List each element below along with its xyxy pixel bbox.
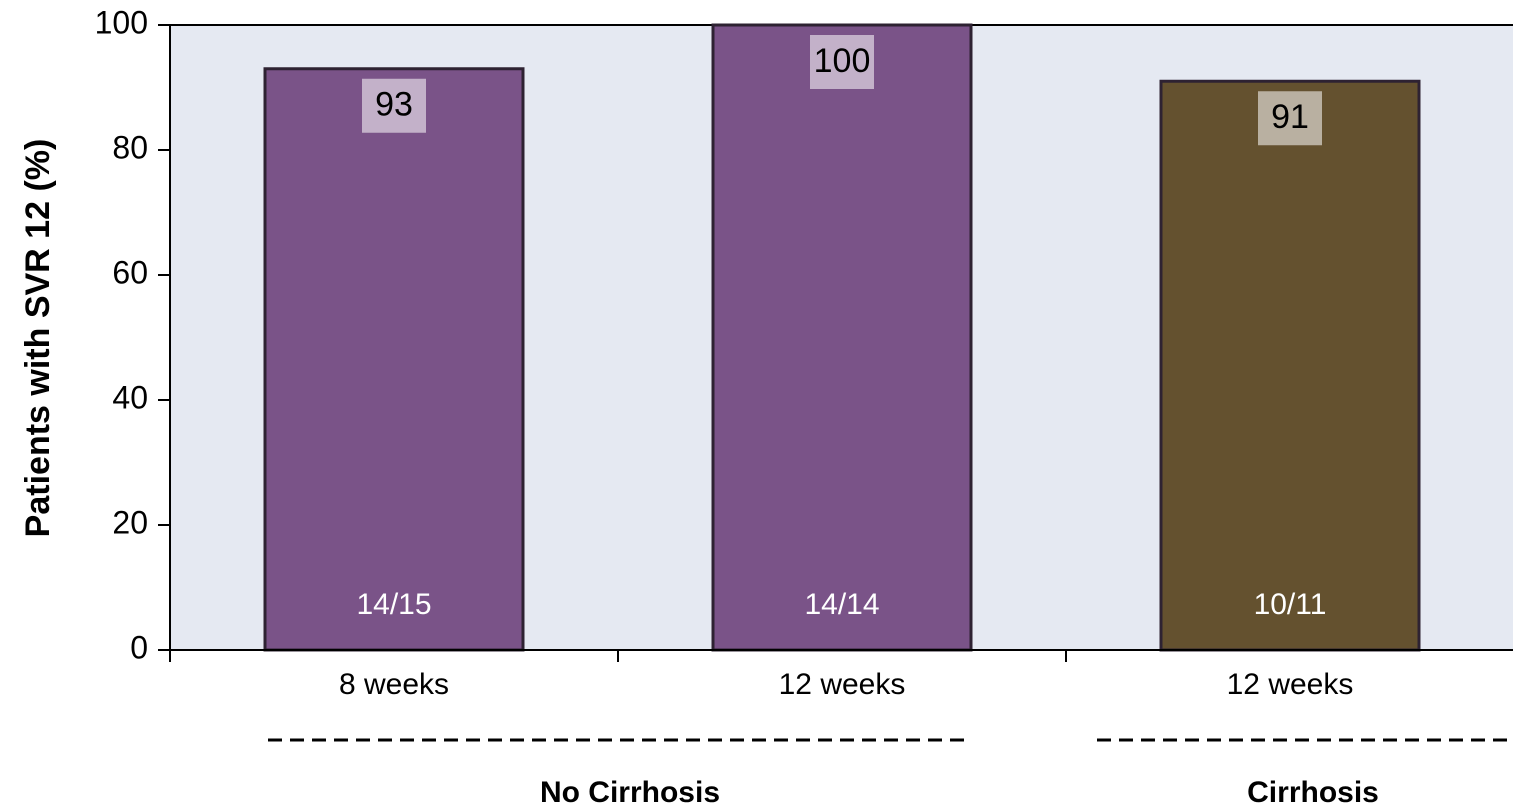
x-tick-label: 12 weeks [779, 668, 906, 701]
value-label-box [362, 78, 426, 133]
bar-annotation: 10/11 [1254, 588, 1327, 621]
y-tick-label: 80 [112, 129, 148, 165]
value-label-box [1258, 91, 1322, 146]
group-label: Cirrhosis [1247, 776, 1379, 808]
bar-annotation: 14/14 [804, 588, 879, 621]
y-tick-label: 100 [95, 4, 148, 40]
bar [1159, 79, 1421, 652]
value-label: 100 [814, 42, 871, 80]
value-label-box [810, 35, 874, 89]
x-tick-label: 8 weeks [339, 668, 449, 701]
bar-annotation: 14/15 [356, 588, 431, 621]
x-tick-label: 12 weeks [1227, 668, 1354, 701]
group-label: No Cirrhosis [540, 776, 720, 808]
value-label: 93 [375, 86, 413, 124]
bar [711, 23, 973, 652]
y-tick-label: 40 [112, 379, 148, 415]
y-tick-label: 20 [112, 504, 148, 540]
value-label: 91 [1271, 98, 1309, 136]
y-axis-label: Patients with SVR 12 (%) [19, 139, 57, 538]
y-tick-label: 60 [112, 254, 148, 290]
bar [263, 67, 525, 652]
y-tick-label: 0 [130, 629, 148, 665]
